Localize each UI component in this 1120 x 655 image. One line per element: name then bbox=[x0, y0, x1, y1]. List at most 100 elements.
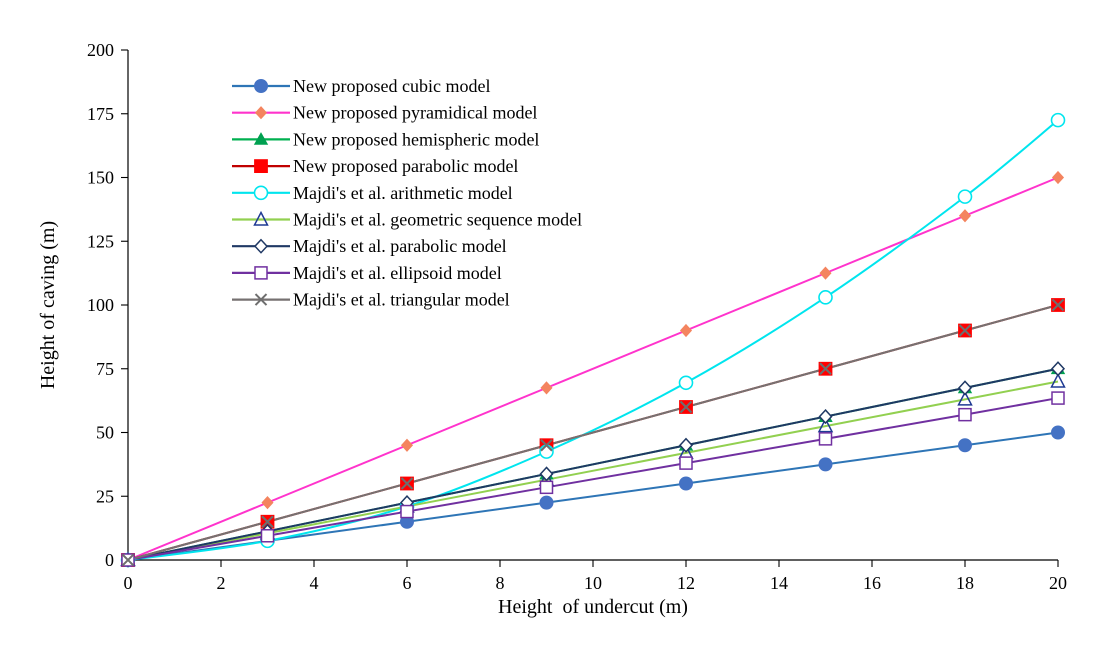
legend-label: Majdi's et al. ellipsoid model bbox=[293, 263, 502, 283]
legend-marker bbox=[254, 79, 268, 93]
legend-item-3: New proposed hemispheric model bbox=[232, 129, 539, 149]
series-line-7 bbox=[127, 367, 1059, 561]
x-tick-label: 12 bbox=[677, 573, 695, 593]
data-point-s7-p8 bbox=[1050, 361, 1066, 377]
series-line-5 bbox=[127, 119, 1059, 561]
y-tick-label: 25 bbox=[96, 486, 114, 506]
legend-marker bbox=[254, 266, 268, 280]
y-tick-label: 125 bbox=[87, 231, 114, 251]
y-tick-label: 100 bbox=[87, 295, 114, 315]
data-point-s1-p8 bbox=[1051, 425, 1065, 440]
legend-marker bbox=[254, 293, 268, 306]
series-line-1 bbox=[127, 431, 1059, 561]
legend-marker bbox=[254, 106, 268, 120]
data-point-s5-p8 bbox=[1050, 112, 1066, 128]
data-point-s2-p3 bbox=[400, 438, 414, 452]
data-point-s5-p5 bbox=[678, 375, 694, 391]
y-tick-label: 150 bbox=[87, 168, 114, 188]
legend-label: New proposed cubic model bbox=[293, 76, 490, 96]
data-point-s2-p8 bbox=[1051, 170, 1065, 185]
data-point-s8-p6 bbox=[818, 432, 833, 446]
data-point-s9-p8 bbox=[1051, 298, 1065, 312]
x-tick-label: 8 bbox=[496, 573, 505, 593]
data-point-s2-p2 bbox=[261, 496, 274, 510]
legend-item-2: New proposed pyramidical model bbox=[232, 103, 537, 123]
y-tick-label: 75 bbox=[96, 359, 114, 379]
legend-item-8: Majdi's et al. ellipsoid model bbox=[232, 263, 502, 283]
series-line-9 bbox=[127, 304, 1059, 561]
data-point-s2-p7 bbox=[958, 209, 972, 223]
data-point-s8-p4 bbox=[539, 480, 554, 495]
data-point-s1-p6 bbox=[818, 457, 833, 472]
data-point-s9-p7 bbox=[958, 324, 972, 337]
data-point-s5-p6 bbox=[818, 290, 833, 305]
data-point-s6-p7 bbox=[957, 390, 973, 406]
data-point-s1-p5 bbox=[679, 476, 693, 491]
legend-item-5: Majdi's et al. arithmetic model bbox=[232, 183, 513, 203]
x-axis-title: Height of undercut (m) bbox=[498, 596, 688, 618]
legend-marker bbox=[253, 210, 269, 226]
data-point-s7-p7 bbox=[957, 380, 973, 396]
series-markers-group bbox=[120, 112, 1066, 568]
y-tick-label: 200 bbox=[87, 40, 114, 60]
y-tick-label: 50 bbox=[96, 423, 114, 443]
data-point-s1-p7 bbox=[958, 438, 972, 453]
axes-group: 0 25 50 75 100 125 150 175 200 0 2 4 6 8 10 12 14 16 18 20 bbox=[87, 40, 1067, 593]
series-line-2 bbox=[127, 176, 1059, 561]
x-tick-label: 10 bbox=[584, 573, 602, 593]
data-point-s6-p6 bbox=[817, 417, 834, 433]
data-point-s6-p8 bbox=[1050, 372, 1066, 388]
legend-item-1: New proposed cubic model bbox=[232, 76, 490, 96]
data-point-s1-p4 bbox=[539, 495, 554, 510]
legend-item-7: Majdi's et al. parabolic model bbox=[232, 236, 507, 256]
legend-marker bbox=[253, 238, 269, 254]
x-tick-label: 18 bbox=[956, 573, 974, 593]
legend-marker bbox=[253, 132, 269, 145]
data-point-s9-p3 bbox=[400, 477, 414, 490]
data-point-s8-p5 bbox=[679, 456, 693, 470]
legend-label: New proposed pyramidical model bbox=[293, 103, 537, 123]
data-point-s2-p4 bbox=[540, 381, 553, 395]
legend-marker bbox=[254, 159, 268, 174]
legend-label: Majdi's et al. geometric sequence model bbox=[293, 210, 582, 230]
legend: New proposed cubic model New proposed pyr… bbox=[232, 76, 582, 310]
y-tick-label: 175 bbox=[87, 104, 114, 124]
x-tick-label: 20 bbox=[1049, 573, 1067, 593]
legend-marker bbox=[253, 185, 269, 201]
y-axis-title: Height of caving (m) bbox=[37, 221, 59, 389]
legend-item-4: New proposed parabolic model bbox=[232, 156, 518, 176]
series-lines-group bbox=[127, 119, 1059, 561]
data-point-s5-p7 bbox=[957, 189, 973, 204]
series-line-8 bbox=[127, 397, 1059, 561]
legend-label: Majdi's et al. triangular model bbox=[293, 290, 510, 310]
x-tick-label: 14 bbox=[770, 573, 788, 593]
legend-label: Majdi's et al. parabolic model bbox=[293, 236, 507, 256]
data-point-s2-p6 bbox=[819, 266, 832, 280]
data-point-s8-p7 bbox=[958, 407, 972, 422]
y-tick-label: 0 bbox=[105, 550, 114, 570]
data-point-s9-p5 bbox=[679, 400, 693, 414]
legend-item-9: Majdi's et al. triangular model bbox=[232, 290, 510, 310]
data-point-s7-p5 bbox=[678, 437, 694, 453]
x-tick-label: 16 bbox=[863, 573, 881, 593]
data-point-s7-p6 bbox=[818, 408, 833, 425]
data-point-s9-p6 bbox=[819, 362, 832, 375]
legend-label: New proposed parabolic model bbox=[293, 156, 518, 176]
legend-label: New proposed hemispheric model bbox=[293, 129, 539, 149]
x-tick-label: 2 bbox=[217, 573, 226, 593]
data-point-s7-p4 bbox=[539, 466, 554, 482]
data-point-s5-p4 bbox=[539, 444, 554, 459]
x-tick-label: 4 bbox=[310, 573, 319, 593]
data-point-s8-p2 bbox=[260, 529, 275, 543]
legend-item-6: Majdi's et al. geometric sequence model bbox=[232, 210, 582, 230]
legend-label: Majdi's et al. arithmetic model bbox=[293, 183, 513, 203]
x-tick-label: 6 bbox=[403, 573, 412, 593]
data-point-s8-p3 bbox=[400, 504, 414, 519]
data-point-s2-p5 bbox=[679, 323, 693, 338]
data-point-s9-p2 bbox=[261, 515, 274, 528]
series-line-6 bbox=[127, 380, 1059, 561]
x-tick-label: 0 bbox=[124, 573, 133, 593]
data-point-s9-p1 bbox=[121, 553, 135, 567]
